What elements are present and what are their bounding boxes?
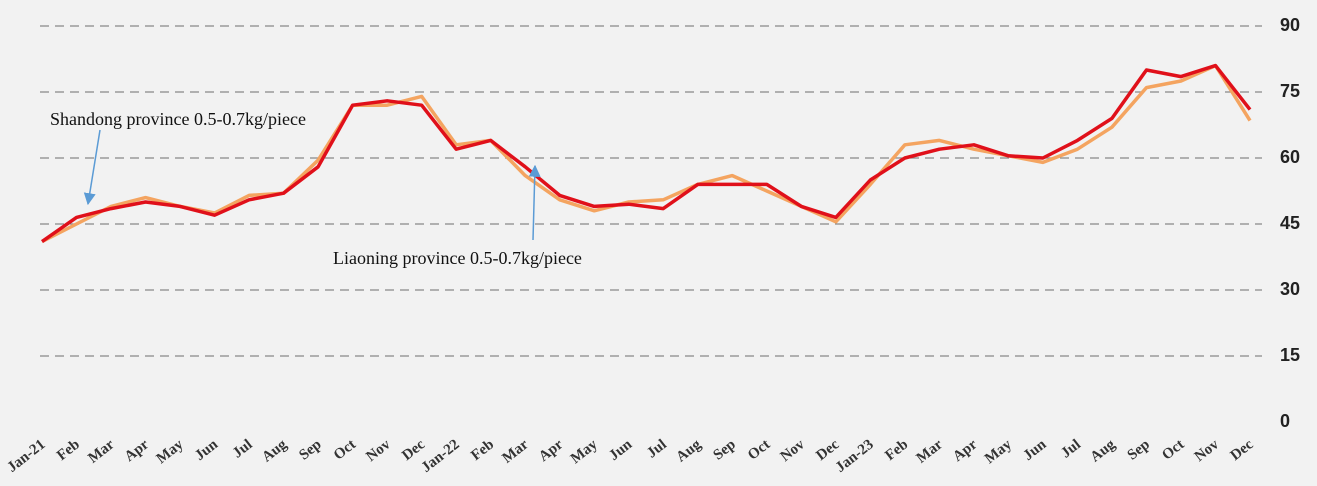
- lines: [40, 63, 1252, 244]
- x-tick-label: Mar: [85, 436, 117, 466]
- x-tick-label: May: [568, 436, 601, 467]
- y-tick-label: 75: [1280, 81, 1300, 101]
- x-tick-label: May: [154, 436, 187, 467]
- x-tick-label: Feb: [882, 437, 911, 464]
- x-tick-label: Jan-23: [833, 437, 877, 476]
- annotation: Shandong province 0.5-0.7kg/piece: [50, 109, 306, 129]
- x-tick-label: Oct: [331, 437, 359, 464]
- x-tick-label: Mar: [499, 436, 531, 466]
- x-tick-label: Sep: [1125, 437, 1153, 464]
- x-tick-label: Nov: [1192, 436, 1223, 465]
- x-tick-label: May: [982, 436, 1015, 467]
- annotation: Liaoning province 0.5-0.7kg/piece: [333, 248, 582, 268]
- x-tick-label: Jul: [230, 437, 256, 462]
- x-tick-label: Feb: [54, 437, 83, 464]
- x-tick-label: Apr: [536, 436, 566, 465]
- x-tick-label: Apr: [950, 436, 980, 465]
- y-tick-label: 30: [1280, 279, 1300, 299]
- x-tick-label: Oct: [745, 437, 773, 464]
- y-tick-label: 0: [1280, 411, 1290, 431]
- x-tick-label: Nov: [363, 436, 394, 465]
- x-tick-label: Nov: [778, 436, 809, 465]
- x-tick-label: Oct: [1159, 437, 1187, 464]
- x-tick-label: Apr: [122, 436, 152, 465]
- series-line: [40, 63, 1252, 244]
- x-tick-label: Aug: [673, 436, 704, 465]
- x-tick-label: Jan-21: [4, 437, 48, 476]
- x-tick-label: Jun: [1020, 436, 1049, 464]
- x-tick-label: Sep: [711, 437, 739, 464]
- y-tick-label: 15: [1280, 345, 1300, 365]
- x-tick-label: Jun: [192, 436, 221, 464]
- x-tick-label: Feb: [468, 437, 497, 464]
- series-line: [41, 63, 1252, 244]
- x-tick-label: Dec: [1228, 436, 1257, 464]
- x-tick-label: Jul: [644, 437, 670, 462]
- x-tick-label: Jan-22: [419, 437, 463, 476]
- grid: [40, 25, 1262, 357]
- y-tick-label: 60: [1280, 147, 1300, 167]
- x-tick-label: Aug: [259, 436, 290, 465]
- x-tick-label: Jul: [1058, 437, 1084, 462]
- y-tick-label: 90: [1280, 15, 1300, 35]
- x-tick-label: Sep: [296, 437, 324, 464]
- arrow: [83, 129, 101, 206]
- x-tick-label: Jun: [606, 436, 635, 464]
- arrow: [528, 164, 541, 241]
- x-tick-label: Aug: [1088, 436, 1119, 465]
- x-tick-label: Mar: [914, 436, 946, 466]
- y-tick-label: 45: [1280, 213, 1300, 233]
